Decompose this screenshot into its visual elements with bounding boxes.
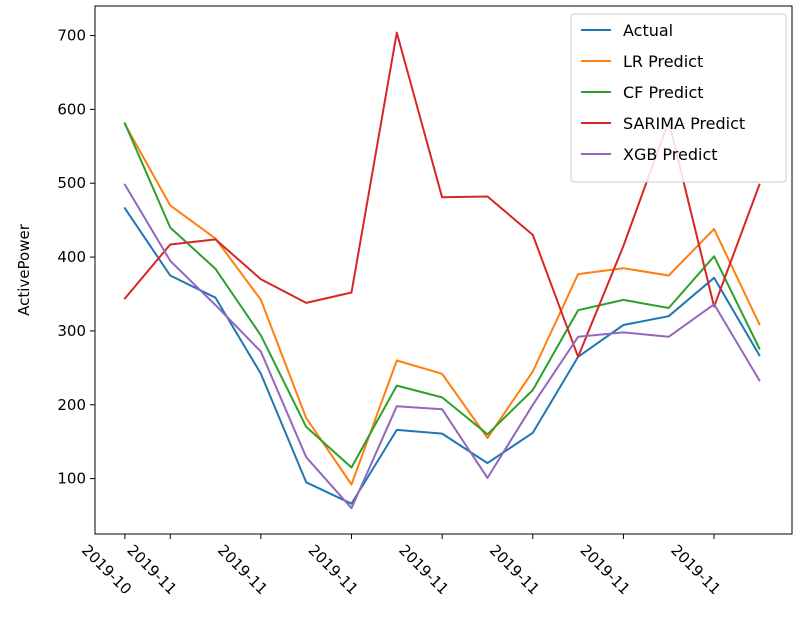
x-tick-label: 2019-11 [667,541,724,598]
series-line-2 [123,122,761,469]
x-tick-label: 2019-11 [305,541,362,598]
x-tick-label: 2019-11 [214,541,271,598]
y-tick-label: 300 [57,322,86,340]
y-tick-label: 200 [57,396,86,414]
legend-label-3: SARIMA Predict [623,114,745,133]
series-line-1 [123,122,761,486]
y-tick-label: 100 [57,470,86,488]
legend-label-1: LR Predict [623,52,703,71]
y-tick-label: 400 [57,248,86,266]
series-line-4 [123,183,761,510]
legend-box [570,13,787,183]
plot-frame [94,5,793,535]
y-axis-label: ActivePower [15,223,33,316]
legend-label-0: Actual [623,21,673,40]
series-line-0 [123,206,761,505]
y-axis: 100 200 300 400 500 600 700 [57,27,95,488]
y-tick-label: 600 [57,100,86,118]
x-tick-label: 2019-11 [123,541,180,598]
legend: Actual LR Predict CF Predict SARIMA Predict… [570,13,787,183]
x-tick-label: 2019-11 [395,541,452,598]
legend-label-2: CF Predict [623,83,704,102]
x-tick-label: 2019-11 [486,541,543,598]
legend-label-4: XGB Predict [623,145,718,164]
y-tick-label: 700 [57,27,86,45]
y-tick-label: 500 [57,174,86,192]
x-tick-label: 2019-11 [577,541,634,598]
